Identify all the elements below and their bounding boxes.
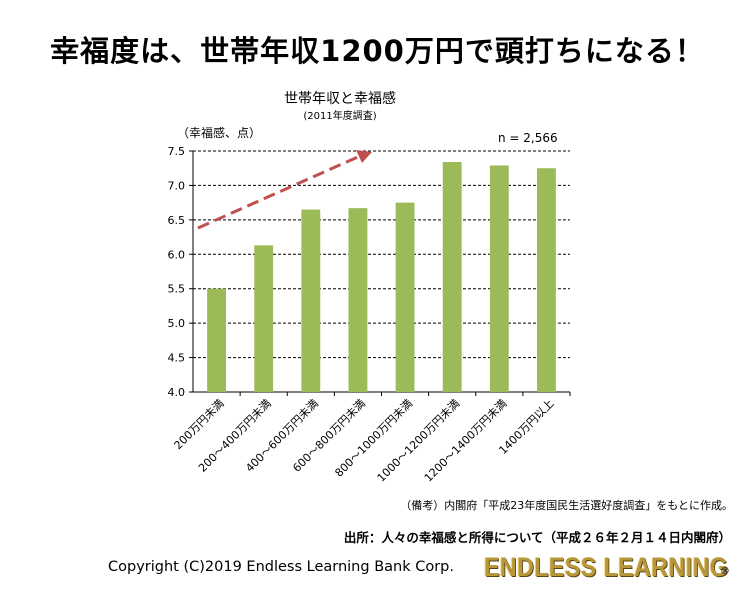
bar	[254, 245, 274, 392]
y-tick-label: 4.5	[168, 352, 186, 365]
source-note: （備考）内閣府「平成23年度国民生活選好度調査」をもとに作成。	[400, 499, 733, 512]
bar	[489, 165, 509, 392]
y-tick-label: 5.0	[168, 317, 186, 330]
y-tick-label: 5.5	[168, 283, 186, 296]
y-tick-label: 4.0	[168, 386, 186, 399]
chart-title: 世帯年収と幸福感	[284, 91, 396, 107]
y-axis-label: （幸福感、点）	[177, 126, 262, 140]
y-tick-label: 6.5	[168, 214, 186, 227]
chart-subtitle: (2011年度調査)	[303, 111, 377, 122]
headline: 幸福度は、世帯年収1200万円で頭打ちになる！	[50, 34, 705, 68]
y-tick-label: 7.0	[168, 179, 186, 192]
bar	[301, 209, 321, 392]
x-tick-label: 1000～1200万円未満	[375, 397, 463, 485]
bar	[395, 202, 415, 392]
bar	[537, 168, 556, 392]
brand-name: ENDLESS LEARNING	[484, 551, 729, 582]
y-tick-label: 7.5	[168, 145, 186, 158]
source-citation: 出所：人々の幸福感と所得について（平成２６年２月１４日内閣府）	[343, 530, 731, 545]
trend-arrow-line	[197, 154, 361, 230]
trend-arrowhead	[356, 150, 372, 163]
bar	[442, 162, 462, 392]
copyright-text: Copyright (C)2019 Endless Learning Bank …	[108, 559, 454, 575]
bar	[348, 208, 368, 392]
brand-logo: ENDLESS LEARNING ®	[484, 552, 734, 582]
registered-mark: ®	[720, 566, 730, 577]
x-tick-label: 1200～1400万円未満	[422, 397, 510, 485]
sample-size-annotation: n = 2,566	[498, 131, 558, 145]
bar	[207, 288, 226, 392]
y-tick-label: 6.0	[168, 248, 186, 261]
x-tick-label: 800～1000万円未満	[332, 397, 415, 480]
